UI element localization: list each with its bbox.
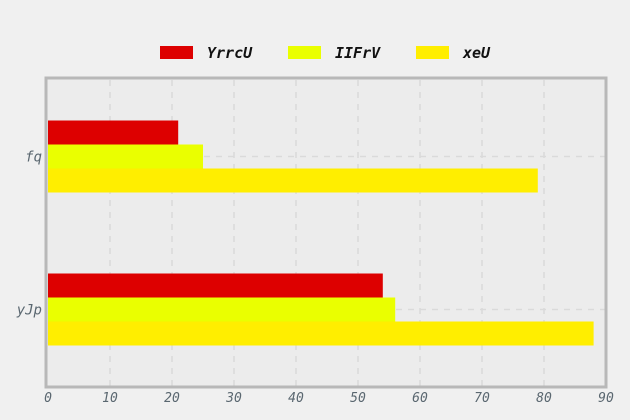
- legend-swatch-YrrcU[interactable]: [160, 46, 193, 59]
- bar-IIFrV-fq[interactable]: [48, 144, 203, 169]
- bar-YrrcU-yJp[interactable]: [48, 273, 383, 298]
- bars: [48, 120, 594, 346]
- bar-IIFrV-yJp[interactable]: [48, 297, 396, 322]
- x-tick-label: 30: [225, 391, 242, 406]
- bar-xeU-yJp[interactable]: [48, 321, 594, 346]
- legend-swatch-IIFrV[interactable]: [288, 46, 321, 59]
- x-tick-label: 60: [412, 391, 428, 406]
- bar-YrrcU-fq[interactable]: [48, 120, 179, 145]
- x-tick-label: 50: [350, 391, 366, 406]
- x-axis-ticks: 0 10 20 30 40 50 60 70 80 90: [44, 391, 614, 406]
- x-tick-label: 70: [474, 391, 490, 406]
- y-category-label: fq: [25, 150, 42, 166]
- legend-label-YrrcU[interactable]: YrrcU: [207, 44, 253, 62]
- x-tick-label: 0: [44, 391, 52, 406]
- x-tick-label: 40: [288, 391, 304, 406]
- x-tick-label: 20: [164, 391, 180, 406]
- legend-swatch-xeU[interactable]: [416, 46, 449, 59]
- legend-label-xeU[interactable]: xeU: [462, 44, 491, 62]
- x-tick-label: 10: [102, 391, 118, 406]
- bar-xeU-fq[interactable]: [48, 168, 538, 193]
- x-tick-label: 80: [536, 391, 552, 406]
- x-tick-label: 90: [598, 391, 614, 406]
- y-category-label: yJp: [16, 303, 42, 319]
- y-axis-categories: yJp fq: [16, 150, 42, 319]
- legend-label-IIFrV[interactable]: IIFrV: [335, 44, 381, 62]
- plot-frame: [44, 76, 608, 389]
- legend: YrrcU IIFrV xeU: [160, 44, 491, 62]
